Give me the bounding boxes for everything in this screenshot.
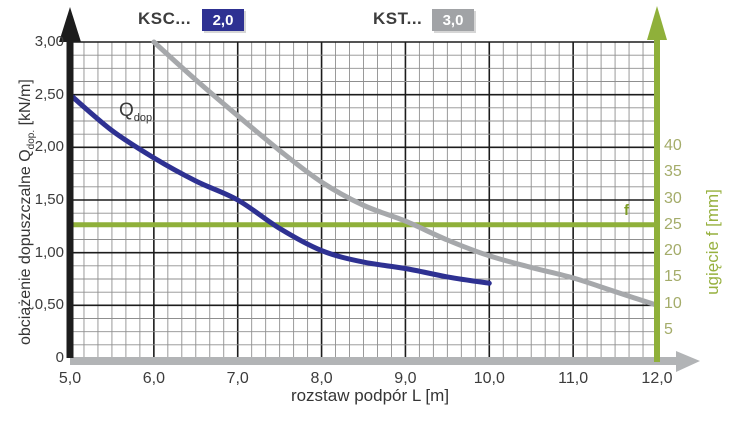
y-left-axis-line [66,36,74,358]
x-tick-label: 6,0 [142,370,165,387]
y-right-tick-label: 10 [664,294,682,312]
qdop-annotation-main: Q [119,100,134,121]
x-tick-label: 11,0 [558,370,589,387]
qdop-annotation: Qdop. [119,100,155,124]
y-left-tick-label: 0,50 [34,296,64,314]
y-right-tick-label: 35 [664,163,682,181]
x-tick-label: 10,0 [473,370,505,387]
y-right-tick-label: 40 [664,137,682,154]
x-tick-label: 7,0 [226,370,249,387]
y-left-tick-label: 2,50 [34,85,64,103]
legend-badge-kst: 3,0 [432,9,474,31]
x-axis-arrow-icon [676,351,700,372]
y-right-axis-arrow-icon [647,6,667,40]
legend-label-kst: KST... [373,9,423,28]
curve-ksc [67,92,492,286]
y-left-tick-label: 0 [55,349,64,366]
y-right-axis-title: ugięcie f [mm] [703,189,722,295]
y-right-axis-line [654,36,660,362]
y-left-tick-label: 1,00 [34,243,64,261]
qdop-annotation-sub: dop. [133,111,156,124]
x-axis-line [70,357,676,365]
y-right-tick-label: 20 [664,242,682,259]
legend-badge-ksc: 2,0 [202,9,244,31]
y-right-tick-label: 5 [664,320,673,338]
y-right-tick-label: 25 [664,215,682,233]
x-axis-title: rozstaw podpór L [m] [290,386,450,405]
y-right-tick-label: 30 [664,189,682,207]
curve-kst [151,39,660,308]
deflection-limit-label: f [624,202,629,219]
y-left-axis-title: obciążenie dopuszczalne Qdop. [kN/m] [17,27,37,397]
y-left-tick-label: 3,00 [34,33,64,50]
y-left-axis-arrow-icon [59,7,81,42]
x-tick-label: 8,0 [310,370,333,387]
legend-label-ksc: KSC... [138,9,192,28]
x-tick-label: 9,0 [394,370,417,387]
y-left-tick-label: 2,00 [34,138,64,156]
y-left-tick-label: 1,50 [34,191,64,208]
x-tick-label: 5,0 [58,370,82,387]
x-tick-label: 12,0 [641,370,673,387]
y-right-tick-label: 15 [664,268,682,286]
